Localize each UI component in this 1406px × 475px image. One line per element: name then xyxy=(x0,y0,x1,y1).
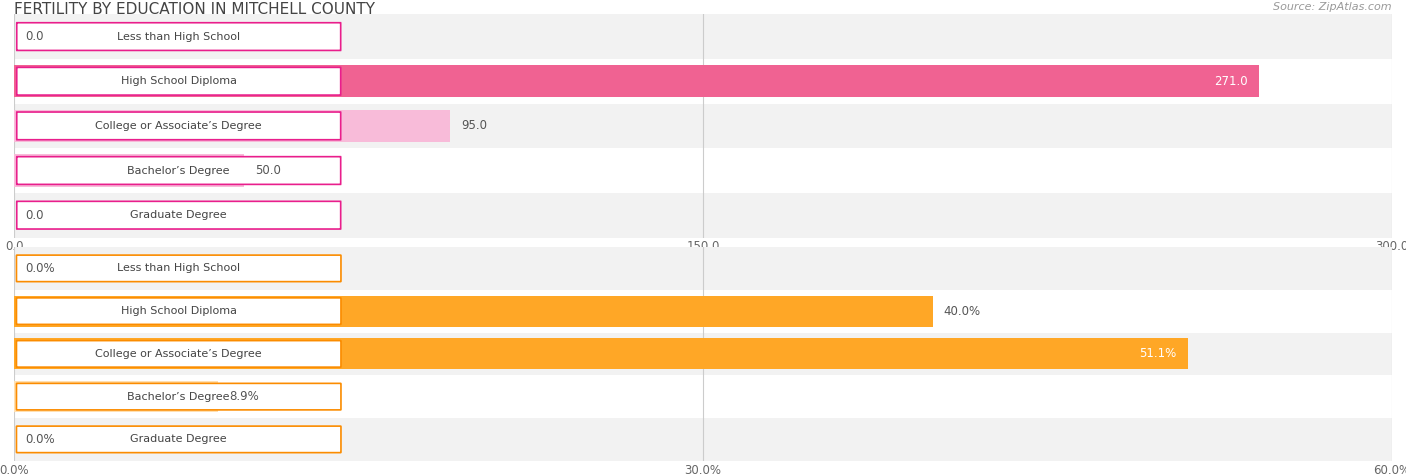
Text: Graduate Degree: Graduate Degree xyxy=(131,434,226,445)
FancyBboxPatch shape xyxy=(17,23,340,50)
Text: Bachelor’s Degree: Bachelor’s Degree xyxy=(128,165,231,176)
Bar xyxy=(14,14,1392,59)
FancyBboxPatch shape xyxy=(17,426,342,453)
Text: 50.0: 50.0 xyxy=(254,164,281,177)
Bar xyxy=(14,247,1392,290)
Text: 95.0: 95.0 xyxy=(461,119,488,133)
Text: College or Associate’s Degree: College or Associate’s Degree xyxy=(96,121,262,131)
FancyBboxPatch shape xyxy=(17,112,340,140)
Bar xyxy=(14,154,243,187)
Text: 40.0%: 40.0% xyxy=(943,304,981,318)
FancyBboxPatch shape xyxy=(17,67,340,95)
Bar xyxy=(14,110,450,142)
Text: FERTILITY BY EDUCATION IN MITCHELL COUNTY: FERTILITY BY EDUCATION IN MITCHELL COUNT… xyxy=(14,2,375,18)
Bar xyxy=(14,418,1392,461)
Text: College or Associate’s Degree: College or Associate’s Degree xyxy=(96,349,262,359)
Text: 0.0%: 0.0% xyxy=(25,262,55,275)
Bar xyxy=(14,339,1188,369)
Bar xyxy=(14,296,932,326)
FancyBboxPatch shape xyxy=(17,383,342,410)
Text: Source: ZipAtlas.com: Source: ZipAtlas.com xyxy=(1274,2,1392,12)
Text: Graduate Degree: Graduate Degree xyxy=(131,210,226,220)
FancyBboxPatch shape xyxy=(17,157,340,184)
FancyBboxPatch shape xyxy=(17,255,342,282)
Text: 8.9%: 8.9% xyxy=(229,390,259,403)
Bar xyxy=(14,375,1392,418)
Bar xyxy=(14,59,1392,104)
Bar xyxy=(14,290,1392,332)
Text: 51.1%: 51.1% xyxy=(1139,347,1177,361)
Bar xyxy=(14,65,1258,97)
FancyBboxPatch shape xyxy=(17,341,342,367)
FancyBboxPatch shape xyxy=(17,298,342,324)
FancyBboxPatch shape xyxy=(17,201,340,229)
Text: 0.0%: 0.0% xyxy=(25,433,55,446)
Text: High School Diploma: High School Diploma xyxy=(121,76,236,86)
Bar xyxy=(14,381,218,412)
Bar xyxy=(14,193,1392,238)
Text: 271.0: 271.0 xyxy=(1215,75,1247,88)
Text: Less than High School: Less than High School xyxy=(117,263,240,274)
Text: High School Diploma: High School Diploma xyxy=(121,306,236,316)
Bar xyxy=(14,148,1392,193)
Text: 0.0: 0.0 xyxy=(25,209,44,222)
Text: Bachelor’s Degree: Bachelor’s Degree xyxy=(128,391,231,402)
Bar xyxy=(14,332,1392,375)
Text: 0.0: 0.0 xyxy=(25,30,44,43)
Bar xyxy=(14,104,1392,148)
Text: Less than High School: Less than High School xyxy=(117,31,240,42)
